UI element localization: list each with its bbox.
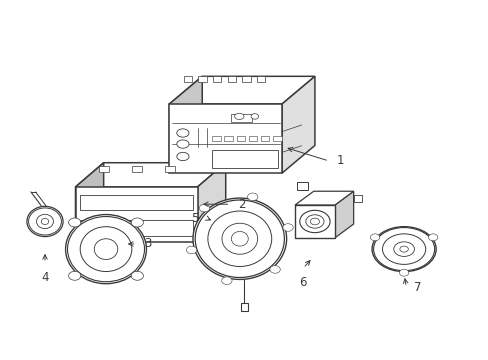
- Ellipse shape: [399, 246, 407, 252]
- Ellipse shape: [371, 227, 435, 271]
- Bar: [248, 136, 257, 141]
- Ellipse shape: [207, 211, 271, 266]
- Bar: [261, 136, 269, 141]
- Polygon shape: [75, 163, 225, 187]
- Polygon shape: [334, 191, 353, 238]
- Ellipse shape: [299, 210, 329, 233]
- Polygon shape: [197, 163, 225, 242]
- Ellipse shape: [399, 269, 408, 276]
- Text: 1: 1: [336, 154, 343, 167]
- Ellipse shape: [393, 242, 414, 256]
- Text: 4: 4: [41, 271, 49, 284]
- Bar: [212, 150, 277, 167]
- Text: 7: 7: [413, 281, 421, 294]
- Bar: [224, 136, 232, 141]
- Ellipse shape: [373, 228, 434, 271]
- Ellipse shape: [37, 214, 53, 229]
- Polygon shape: [75, 163, 103, 242]
- Bar: [294, 205, 334, 238]
- Bar: [242, 76, 250, 82]
- Ellipse shape: [283, 224, 293, 231]
- Bar: [183, 76, 192, 82]
- Bar: [164, 166, 175, 172]
- Ellipse shape: [67, 216, 144, 282]
- Ellipse shape: [94, 239, 118, 260]
- Bar: [273, 136, 281, 141]
- Ellipse shape: [131, 271, 143, 280]
- Ellipse shape: [28, 208, 61, 235]
- Ellipse shape: [221, 277, 232, 284]
- Ellipse shape: [250, 114, 258, 119]
- Text: 3: 3: [144, 238, 151, 251]
- Bar: [75, 187, 197, 242]
- Ellipse shape: [193, 198, 286, 279]
- Bar: [236, 136, 244, 141]
- Ellipse shape: [177, 129, 189, 137]
- Bar: [212, 136, 220, 141]
- Ellipse shape: [177, 152, 189, 161]
- Bar: [80, 195, 192, 210]
- Ellipse shape: [199, 204, 209, 212]
- Ellipse shape: [269, 266, 280, 273]
- Bar: [169, 104, 282, 173]
- Ellipse shape: [310, 218, 319, 225]
- Ellipse shape: [382, 234, 425, 264]
- Ellipse shape: [177, 140, 189, 148]
- Ellipse shape: [369, 234, 379, 241]
- Polygon shape: [282, 76, 314, 173]
- Ellipse shape: [427, 234, 437, 241]
- Text: 2: 2: [238, 198, 245, 211]
- Ellipse shape: [231, 231, 248, 246]
- Ellipse shape: [68, 271, 81, 280]
- Ellipse shape: [186, 246, 196, 254]
- Ellipse shape: [305, 215, 324, 228]
- Bar: [231, 114, 252, 122]
- Ellipse shape: [131, 218, 143, 227]
- Ellipse shape: [247, 193, 257, 201]
- Ellipse shape: [234, 113, 244, 120]
- Bar: [353, 195, 361, 202]
- Bar: [213, 76, 221, 82]
- Polygon shape: [169, 76, 202, 173]
- Text: 6: 6: [299, 276, 306, 289]
- Ellipse shape: [80, 227, 132, 271]
- Polygon shape: [294, 191, 353, 205]
- Bar: [297, 182, 307, 189]
- Ellipse shape: [195, 200, 284, 278]
- Bar: [80, 220, 192, 235]
- Ellipse shape: [222, 223, 257, 254]
- Bar: [256, 76, 264, 82]
- Bar: [240, 303, 248, 311]
- Polygon shape: [169, 76, 314, 104]
- Bar: [132, 166, 142, 172]
- Text: 5: 5: [191, 212, 198, 225]
- Bar: [99, 166, 109, 172]
- Bar: [227, 76, 236, 82]
- Ellipse shape: [65, 215, 146, 284]
- Bar: [198, 76, 206, 82]
- Ellipse shape: [68, 218, 81, 227]
- Ellipse shape: [41, 219, 49, 225]
- Ellipse shape: [27, 206, 63, 237]
